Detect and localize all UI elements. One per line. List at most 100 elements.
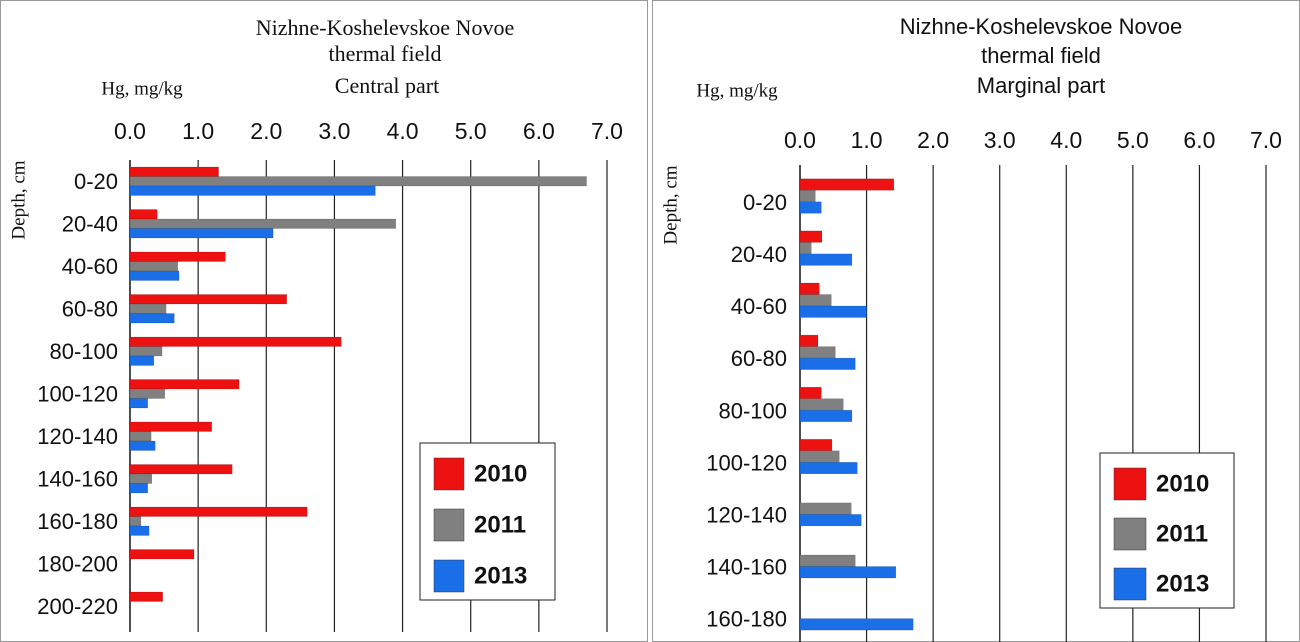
bar bbox=[799, 514, 862, 527]
bar bbox=[799, 346, 836, 359]
bar bbox=[129, 483, 148, 494]
legend-swatch bbox=[1113, 517, 1147, 551]
bar bbox=[129, 228, 274, 239]
bar bbox=[129, 336, 342, 347]
bar bbox=[799, 201, 822, 214]
bar bbox=[129, 388, 166, 399]
bar bbox=[129, 525, 150, 536]
bar bbox=[799, 305, 867, 318]
x-tick-label: 3.0 bbox=[318, 118, 350, 144]
y-tick-label: 100-120 bbox=[706, 450, 787, 475]
legend-swatch bbox=[433, 457, 465, 491]
bar bbox=[129, 591, 163, 602]
y-tick-label: 180-200 bbox=[37, 552, 118, 577]
x-tick-label: 1.0 bbox=[851, 127, 883, 153]
bar bbox=[799, 334, 819, 347]
bar bbox=[799, 294, 832, 307]
x-tick-label: 2.0 bbox=[250, 118, 282, 144]
bar bbox=[799, 462, 858, 475]
legend-label: 2011 bbox=[474, 511, 526, 538]
bar bbox=[129, 218, 397, 229]
x-tick-label: 5.0 bbox=[1117, 127, 1149, 153]
bar bbox=[129, 251, 226, 262]
legend-label: 2013 bbox=[474, 562, 527, 589]
legend-swatch bbox=[433, 559, 465, 593]
legend-swatch bbox=[1113, 467, 1147, 501]
x-tick-label: 7.0 bbox=[591, 118, 623, 144]
y-tick-label: 80-100 bbox=[718, 398, 787, 423]
bar bbox=[129, 261, 178, 272]
bar bbox=[799, 409, 853, 422]
bar bbox=[129, 346, 163, 357]
x-tick-label: 6.0 bbox=[523, 118, 555, 144]
x-tick-label: 6.0 bbox=[1183, 127, 1215, 153]
bar bbox=[129, 294, 287, 305]
y-tick-label: 80-100 bbox=[49, 339, 118, 364]
bar bbox=[129, 166, 219, 177]
x-tick-label: 4.0 bbox=[387, 118, 419, 144]
bar bbox=[799, 230, 823, 243]
x-tick-label: 5.0 bbox=[455, 118, 487, 144]
legend-swatch bbox=[1113, 567, 1147, 601]
bar bbox=[799, 554, 856, 567]
bar bbox=[799, 282, 820, 295]
x-tick-label: 0.0 bbox=[784, 127, 816, 153]
y-tick-label: 160-180 bbox=[37, 509, 118, 534]
bar bbox=[129, 270, 180, 281]
x-tick-label: 1.0 bbox=[182, 118, 214, 144]
y-tick-label: 120-140 bbox=[37, 424, 118, 449]
legend-swatch bbox=[433, 508, 465, 542]
bar bbox=[129, 473, 153, 484]
x-tick-label: 4.0 bbox=[1050, 127, 1082, 153]
bar bbox=[799, 386, 822, 399]
y-tick-label: 40-60 bbox=[62, 254, 118, 279]
y-tick-label: 120-140 bbox=[706, 502, 787, 527]
bar bbox=[129, 303, 167, 314]
y-tick-label: 100-120 bbox=[37, 382, 118, 407]
legend-label: 2010 bbox=[1156, 470, 1209, 497]
y-tick-label: 60-80 bbox=[731, 346, 787, 371]
x-tick-label: 7.0 bbox=[1250, 127, 1282, 153]
y-axis-label: Depth, cm bbox=[660, 165, 681, 244]
bar bbox=[799, 566, 897, 579]
bar bbox=[129, 464, 233, 475]
chart-title: Nizhne-Koshelevskoe Novoe bbox=[256, 15, 514, 40]
y-tick-label: 20-40 bbox=[62, 212, 118, 237]
x-tick-label: 2.0 bbox=[917, 127, 949, 153]
bar bbox=[799, 242, 812, 255]
y-tick-label: 140-160 bbox=[37, 467, 118, 492]
bar bbox=[129, 355, 155, 366]
bar bbox=[799, 398, 844, 411]
y-tick-label: 160-180 bbox=[706, 607, 787, 632]
y-tick-label: 60-80 bbox=[62, 297, 118, 322]
chart-title: Nizhne-Koshelevskoe Novoe bbox=[900, 14, 1183, 39]
bar bbox=[129, 398, 148, 409]
x-tick-label: 0.0 bbox=[114, 118, 146, 144]
legend-label: 2013 bbox=[1156, 570, 1209, 597]
bar bbox=[129, 313, 175, 324]
bar bbox=[799, 439, 833, 452]
bar bbox=[799, 357, 856, 370]
bar bbox=[129, 549, 195, 560]
bar bbox=[129, 516, 142, 527]
bar bbox=[799, 618, 914, 631]
y-axis-label: Depth, cm bbox=[8, 160, 29, 239]
chart-subtitle: Central part bbox=[335, 73, 439, 98]
bar bbox=[129, 440, 156, 451]
y-tick-label: 200-220 bbox=[37, 594, 118, 619]
bar bbox=[129, 421, 213, 432]
x-tick-label: 3.0 bbox=[984, 127, 1016, 153]
y-tick-label: 0-20 bbox=[74, 169, 118, 194]
y-tick-label: 40-60 bbox=[731, 294, 787, 319]
bar bbox=[129, 431, 152, 442]
chart-title: thermal field bbox=[981, 43, 1101, 68]
legend-label: 2011 bbox=[1156, 520, 1208, 547]
y-tick-label: 0-20 bbox=[743, 190, 787, 215]
bar bbox=[129, 185, 376, 196]
legend-label: 2010 bbox=[474, 460, 527, 487]
y-tick-label: 20-40 bbox=[731, 242, 787, 267]
bar bbox=[129, 379, 240, 390]
bar bbox=[129, 506, 308, 517]
x-axis-label: Hg, mg/kg bbox=[696, 80, 778, 101]
